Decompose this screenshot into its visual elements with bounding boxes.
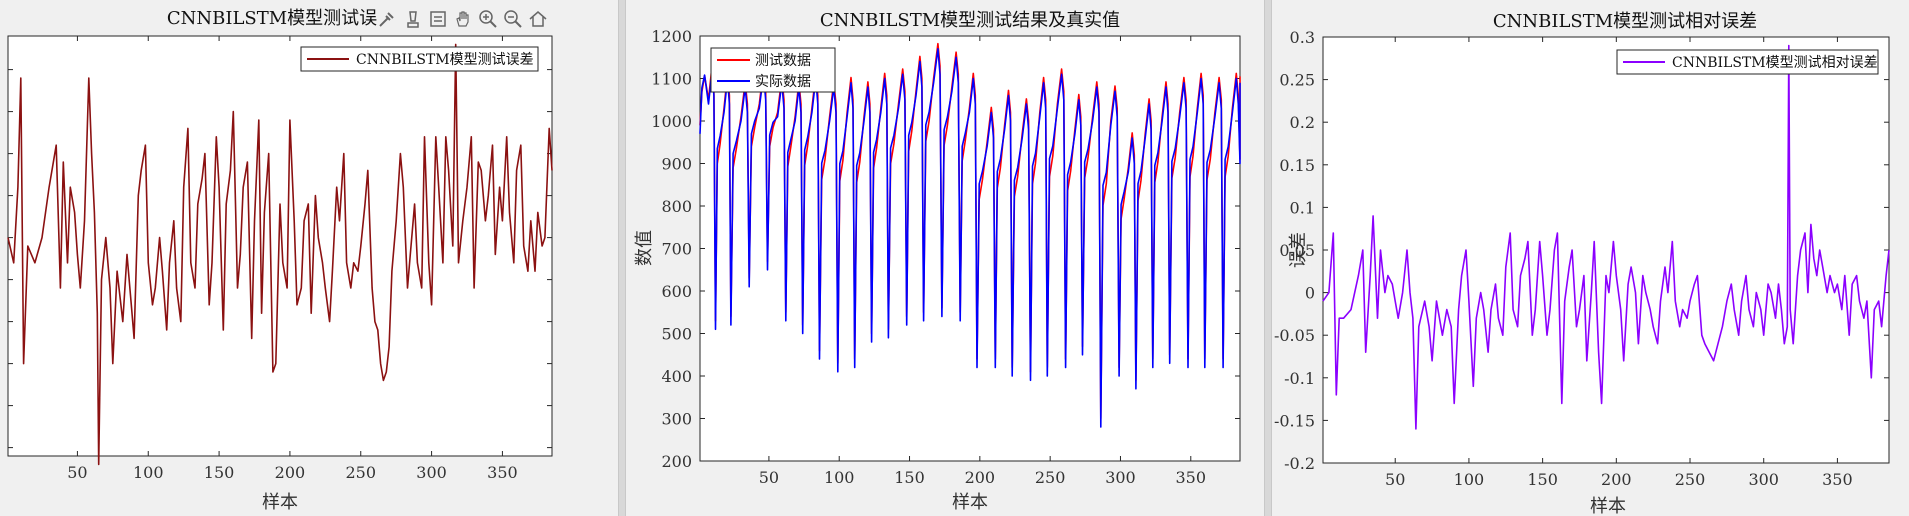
x-axis-label: 样本 — [1590, 496, 1626, 516]
y-tick-label: 900 — [661, 155, 692, 174]
y-tick-label: -0.15 — [1274, 411, 1315, 430]
chart-title: CNNBILSTM模型测试误 — [167, 8, 377, 29]
x-tick-label: 50 — [67, 463, 87, 482]
figure-results: 50 100 150 200 250 300 350 200 300 400 500 600 700 8… — [626, 0, 1264, 516]
x-tick-label: 350 — [487, 463, 518, 482]
y-tick-label: 1100 — [651, 70, 692, 89]
x-tick-label: 100 — [824, 468, 855, 487]
y-tick-label: 700 — [661, 240, 692, 259]
y-tick-label: 600 — [661, 282, 692, 301]
legend-label: CNNBILSTM模型测试相对误差 — [1672, 55, 1878, 71]
y-tick-label: 500 — [661, 325, 692, 344]
legend-label: CNNBILSTM模型测试误差 — [356, 52, 534, 68]
y-tick-label: 0.2 — [1290, 113, 1315, 132]
x-tick-label: 250 — [345, 463, 376, 482]
x-tick-label: 200 — [1601, 470, 1632, 489]
y-tick-label: 1200 — [651, 27, 692, 46]
x-tick-label: 300 — [1748, 470, 1779, 489]
legend-icon[interactable] — [428, 9, 448, 29]
x-tick-label: 100 — [133, 463, 164, 482]
y-tick-label: 0.25 — [1279, 71, 1315, 90]
x-tick-label: 200 — [275, 463, 306, 482]
legend: CNNBILSTM模型测试相对误差 — [1616, 49, 1879, 75]
y-tick-label: 400 — [661, 367, 692, 386]
brush-icon[interactable] — [377, 9, 397, 29]
x-tick-label: 300 — [416, 463, 447, 482]
y-tick-label: -0.1 — [1284, 369, 1315, 388]
figure-separator — [1264, 0, 1272, 516]
zoom-out-icon[interactable] — [503, 9, 523, 29]
zoom-in-icon[interactable] — [478, 9, 498, 29]
legend: 测试数据 实际数据 — [710, 47, 836, 93]
y-tick-label: 0.05 — [1279, 241, 1315, 260]
series-line-error — [7, 43, 553, 466]
y-tick-label: 0.1 — [1290, 198, 1315, 217]
x-tick-label: 50 — [759, 468, 779, 487]
figure-separator — [618, 0, 626, 516]
figure-error: 50 100 150 200 250 300 350 CNNBILSTM模型测试误 样本 C… — [0, 0, 618, 516]
chart-relative-error: 50 100 150 200 250 300 350 -0.2 -0.15 -0.1 -0.05 0… — [1274, 11, 1890, 516]
y-tick-label: 0 — [1305, 284, 1315, 303]
legend: CNNBILSTM模型测试误差 — [300, 46, 539, 72]
x-tick-label: 150 — [204, 463, 235, 482]
x-axis-label: 样本 — [262, 492, 298, 513]
y-axis-label: 误差 — [1288, 232, 1309, 268]
y-tick-label: 200 — [661, 452, 692, 471]
home-icon[interactable] — [528, 9, 548, 29]
chart-title: CNNBILSTM模型测试结果及真实值 — [820, 10, 1120, 31]
x-tick-label: 250 — [1035, 468, 1066, 487]
x-tick-label: 150 — [1527, 470, 1558, 489]
y-tick-label: 0.15 — [1279, 156, 1315, 175]
y-tick-label: 300 — [661, 410, 692, 429]
x-tick-label: 250 — [1675, 470, 1706, 489]
chart-title: CNNBILSTM模型测试相对误差 — [1493, 11, 1757, 32]
chart-results: 50 100 150 200 250 300 350 200 300 400 500 600 700 8… — [634, 10, 1241, 513]
legend-label: 测试数据 — [755, 53, 811, 69]
chart-error: 50 100 150 200 250 300 350 CNNBILSTM模型测试误 样本 C… — [7, 8, 553, 513]
pan-icon[interactable] — [453, 9, 473, 29]
y-tick-label: -0.05 — [1274, 326, 1315, 345]
y-axis-label: 数值 — [634, 230, 655, 266]
x-tick-label: 100 — [1454, 470, 1485, 489]
series-line-relative-error — [1322, 44, 1890, 430]
y-tick-label: 1000 — [651, 112, 692, 131]
y-tick-label: -0.2 — [1284, 454, 1315, 473]
x-tick-label: 200 — [965, 468, 996, 487]
colorbar-icon[interactable] — [403, 9, 423, 29]
y-tick-label: 0.3 — [1290, 28, 1315, 47]
x-axis-label: 样本 — [952, 492, 988, 513]
y-tick-label: 800 — [661, 197, 692, 216]
x-tick-label: 350 — [1822, 470, 1853, 489]
legend-label: 实际数据 — [755, 74, 811, 90]
figure-relative-error: 50 100 150 200 250 300 350 -0.2 -0.15 -0.1 -0.05 0… — [1272, 0, 1909, 516]
x-tick-label: 350 — [1176, 468, 1207, 487]
x-tick-label: 150 — [894, 468, 925, 487]
axes-bg — [1322, 36, 1890, 464]
x-tick-label: 50 — [1385, 470, 1405, 489]
series-line-actual — [699, 47, 1241, 428]
x-tick-label: 300 — [1105, 468, 1136, 487]
